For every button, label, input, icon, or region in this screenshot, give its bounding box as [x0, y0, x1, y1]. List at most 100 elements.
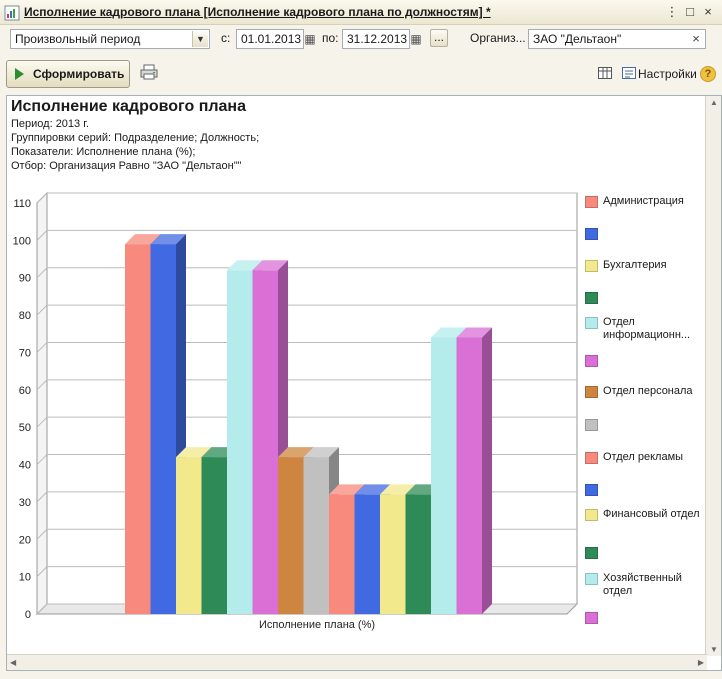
filter-row: Произвольный период ▼ с: 01.01.2013 ▦ по… — [0, 28, 722, 50]
report-title: Исполнение кадрового плана — [11, 98, 246, 115]
y-tick-label: 60 — [19, 385, 31, 397]
legend-label: Хозяйственный отдел — [603, 572, 682, 597]
chevron-down-icon[interactable]: ▼ — [192, 31, 208, 47]
period-type-select[interactable]: Произвольный период ▼ — [10, 29, 210, 49]
legend-swatch — [585, 317, 598, 329]
x-axis-label: Исполнение плана (%) — [259, 619, 375, 631]
bar-top — [125, 234, 161, 245]
y-tick-label: 80 — [19, 310, 31, 322]
bar-side — [482, 327, 492, 614]
y-tick-label: 40 — [19, 460, 31, 472]
y-tick-label: 90 — [19, 273, 31, 285]
bar — [329, 494, 355, 614]
legend-swatch — [585, 228, 598, 240]
bar-top — [150, 234, 186, 245]
y-tick-label: 100 — [13, 235, 31, 247]
gridline — [36, 379, 48, 391]
bar — [227, 270, 253, 614]
chart-side-wall — [36, 191, 48, 616]
report-filter: Отбор: Организация Равно "ЗАО "Дельтаон"… — [11, 160, 242, 172]
vertical-scrollbar[interactable]: ▲ ▼ — [705, 96, 721, 656]
bar-top — [278, 447, 314, 458]
organization-value: ЗАО "Дельтаон" — [533, 32, 622, 46]
close-icon[interactable]: × — [704, 4, 712, 19]
horizontal-scrollbar[interactable]: ◀ ▶ — [7, 654, 707, 670]
gridline — [36, 342, 48, 353]
legend-label: Отдел персонала — [603, 385, 693, 397]
y-tick-label: 110 — [13, 198, 31, 210]
bar — [431, 337, 457, 614]
report-panel: Исполнение кадрового плана Период: 2013 … — [6, 95, 722, 671]
bar — [201, 457, 227, 614]
to-label: по: — [322, 31, 339, 45]
clear-icon[interactable]: × — [692, 31, 700, 46]
maximize-icon[interactable]: □ — [686, 4, 694, 19]
more-icon[interactable]: ⋮ — [665, 4, 679, 19]
scroll-right-icon[interactable]: ▶ — [697, 658, 704, 667]
calendar-icon[interactable]: ▦ — [304, 32, 316, 46]
organization-input[interactable]: ЗАО "Дельтаон" × — [528, 29, 706, 49]
legend-swatch — [585, 612, 598, 624]
bar-top — [176, 447, 212, 458]
y-tick-label: 30 — [19, 497, 31, 509]
window-title: Исполнение кадрового плана [Исполнение к… — [24, 5, 491, 19]
legend-swatch — [585, 547, 598, 559]
period-select-button[interactable]: ... — [430, 29, 448, 47]
app-icon — [4, 5, 20, 21]
title-bar: Исполнение кадрового плана [Исполнение к… — [0, 0, 722, 25]
bar — [405, 494, 431, 614]
help-icon[interactable]: ? — [700, 66, 716, 82]
report-period: Период: 2013 г. — [11, 118, 89, 130]
bar — [380, 494, 406, 614]
generate-button[interactable]: Сформировать — [6, 60, 130, 88]
bar-top — [354, 484, 390, 495]
bar — [456, 337, 482, 614]
bar — [278, 457, 304, 614]
organization-label: Организ... — [470, 31, 526, 45]
bar — [252, 270, 278, 614]
gridline — [36, 566, 48, 577]
calendar-icon[interactable]: ▦ — [410, 32, 422, 46]
bar-chart: 0 10 20 30 40 50 60 70 80 90 100 110 Исполнение план… — [13, 191, 579, 631]
bar — [150, 244, 176, 614]
legend-swatch — [585, 419, 598, 431]
legend-swatch — [585, 509, 598, 521]
legend-swatch — [585, 196, 598, 208]
date-from-input[interactable]: 01.01.2013 — [236, 29, 304, 49]
print-icon[interactable] — [140, 64, 158, 80]
gridline — [36, 491, 48, 503]
date-from-value: 01.01.2013 — [241, 32, 302, 46]
gridline — [36, 267, 48, 279]
y-tick-label: 10 — [19, 572, 31, 584]
bar-top — [329, 484, 365, 495]
legend-swatch — [585, 260, 598, 272]
toolbar: Сформировать Настройки ? — [0, 58, 722, 88]
legend-label: Отдел рекламы — [603, 451, 684, 463]
settings-button[interactable]: Настройки — [638, 67, 697, 81]
bar-top — [456, 327, 492, 338]
scroll-left-icon[interactable]: ◀ — [10, 658, 17, 667]
legend-swatch — [585, 386, 598, 398]
bar — [303, 457, 329, 614]
legend-swatch — [585, 292, 598, 304]
settings-icon[interactable] — [622, 67, 636, 79]
bar-top — [303, 447, 339, 458]
legend-swatch — [585, 484, 598, 496]
legend-swatch — [585, 573, 598, 585]
legend-label: Финансовый отдел — [603, 508, 700, 520]
legend-swatch — [585, 452, 598, 464]
scroll-up-icon[interactable]: ▲ — [710, 98, 718, 107]
date-to-input[interactable]: 31.12.2013 — [342, 29, 410, 49]
scroll-down-icon[interactable]: ▼ — [710, 645, 718, 654]
gridline — [36, 454, 48, 465]
report-indicators: Показатели: Исполнение плана (%); — [11, 146, 196, 158]
from-label: с: — [221, 31, 231, 45]
gridline — [36, 304, 48, 316]
y-tick-label: 70 — [19, 347, 31, 359]
gridline — [36, 230, 48, 241]
table-icon[interactable] — [598, 67, 612, 79]
gridline — [36, 528, 48, 540]
legend-swatch — [585, 355, 598, 367]
play-icon — [15, 68, 24, 80]
y-tick-label: 20 — [19, 534, 31, 546]
